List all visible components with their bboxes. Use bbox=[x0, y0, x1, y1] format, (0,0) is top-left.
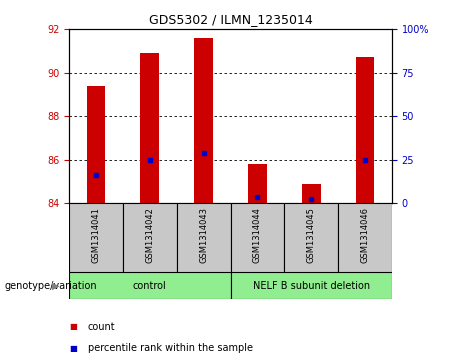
Bar bbox=[123, 203, 177, 272]
Bar bbox=[69, 272, 230, 299]
Bar bbox=[230, 203, 284, 272]
Text: GSM1314041: GSM1314041 bbox=[92, 207, 100, 262]
Text: ■: ■ bbox=[69, 322, 77, 331]
Text: genotype/variation: genotype/variation bbox=[5, 281, 97, 291]
Bar bbox=[302, 184, 320, 203]
Bar bbox=[230, 272, 392, 299]
Bar bbox=[248, 164, 267, 203]
Text: GSM1314045: GSM1314045 bbox=[307, 207, 316, 262]
Bar bbox=[355, 57, 374, 203]
Bar bbox=[284, 203, 338, 272]
Text: ▶: ▶ bbox=[52, 281, 59, 291]
Text: NELF B subunit deletion: NELF B subunit deletion bbox=[253, 281, 370, 291]
Text: count: count bbox=[88, 322, 115, 332]
Text: control: control bbox=[133, 281, 167, 291]
Bar bbox=[177, 203, 230, 272]
Text: ■: ■ bbox=[69, 344, 77, 353]
Bar bbox=[194, 38, 213, 203]
Bar bbox=[69, 203, 123, 272]
Title: GDS5302 / ILMN_1235014: GDS5302 / ILMN_1235014 bbox=[148, 13, 313, 26]
Bar bbox=[87, 86, 106, 203]
Text: GSM1314043: GSM1314043 bbox=[199, 207, 208, 263]
Text: percentile rank within the sample: percentile rank within the sample bbox=[88, 343, 253, 354]
Text: GSM1314046: GSM1314046 bbox=[361, 207, 369, 263]
Bar bbox=[141, 53, 159, 203]
Text: GSM1314044: GSM1314044 bbox=[253, 207, 262, 262]
Text: GSM1314042: GSM1314042 bbox=[145, 207, 154, 262]
Bar bbox=[338, 203, 392, 272]
